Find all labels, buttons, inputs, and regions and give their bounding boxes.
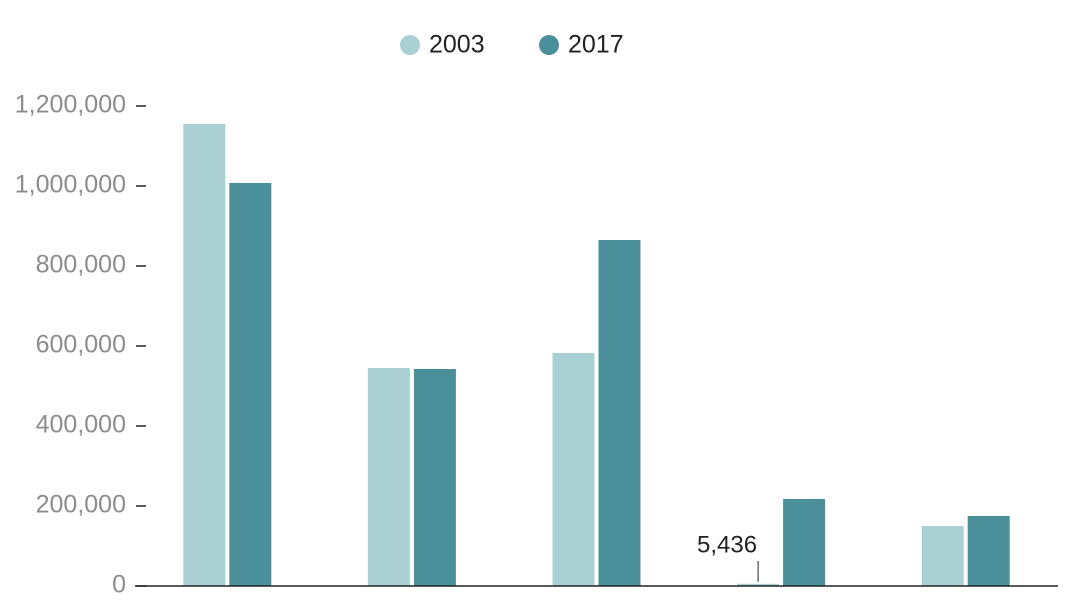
bar xyxy=(183,124,226,586)
y-tick-label: 800,000 xyxy=(36,251,126,279)
legend-swatch xyxy=(400,35,420,55)
y-tick-label: 600,000 xyxy=(36,331,126,359)
bar xyxy=(552,353,595,586)
bar xyxy=(967,516,1010,586)
value-label: 5,436 xyxy=(697,531,757,558)
bar xyxy=(413,369,456,586)
y-tick-label: 1,000,000 xyxy=(15,171,126,199)
y-tick-label: 1,200,000 xyxy=(15,91,126,119)
legend-swatch xyxy=(539,35,559,55)
bar xyxy=(598,240,641,586)
y-tick-label: 200,000 xyxy=(36,491,126,519)
legend-label: 2003 xyxy=(429,31,485,59)
bar xyxy=(367,368,410,586)
bar xyxy=(229,183,272,586)
legend-label: 2017 xyxy=(568,31,624,59)
bar xyxy=(783,499,826,586)
bar xyxy=(921,526,964,586)
y-tick-label: 0 xyxy=(112,571,126,599)
y-tick-label: 400,000 xyxy=(36,411,126,439)
bar xyxy=(737,583,780,586)
